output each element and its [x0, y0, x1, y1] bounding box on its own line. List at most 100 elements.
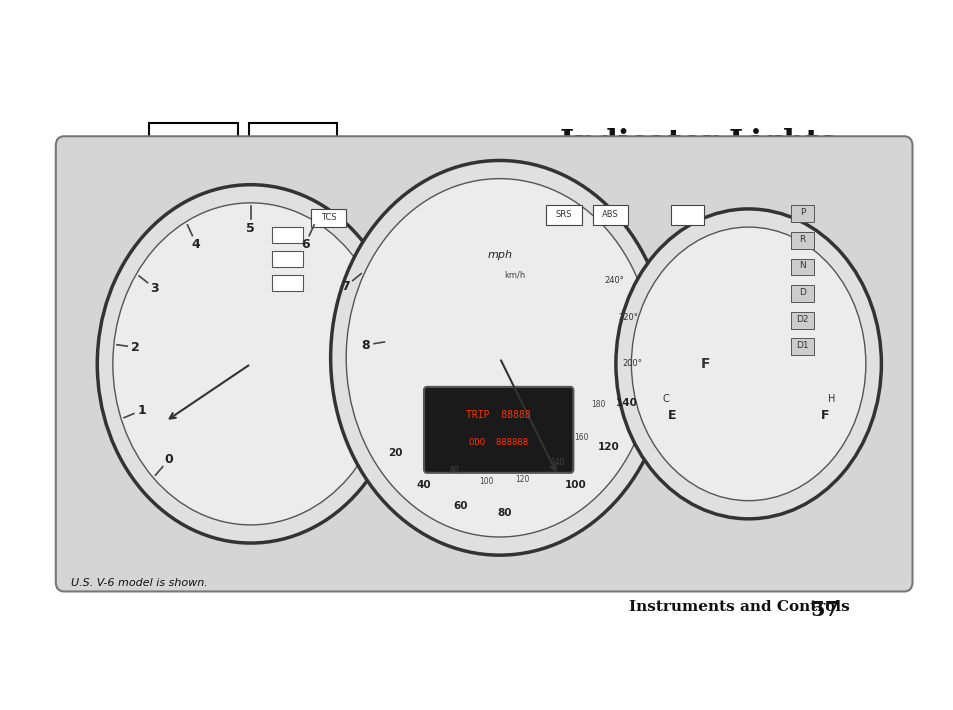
Text: mph: mph — [487, 250, 512, 260]
Text: 0: 0 — [164, 453, 172, 466]
Bar — [149, 184, 840, 547]
Text: (P. 58, 310): (P. 58, 310) — [300, 534, 364, 544]
Text: PARKING BRAKE AND BRAKE: PARKING BRAKE AND BRAKE — [551, 255, 710, 265]
Bar — [790, 339, 813, 356]
Text: 200°: 200° — [621, 359, 641, 368]
Text: 3: 3 — [150, 282, 158, 295]
Bar — [790, 232, 813, 249]
Text: (P. 60): (P. 60) — [210, 297, 245, 307]
Text: INDICATOR: INDICATOR — [180, 350, 242, 360]
Circle shape — [631, 227, 865, 501]
Text: INDICATOR LAMP: INDICATOR LAMP — [180, 403, 276, 413]
Text: 120: 120 — [597, 442, 618, 452]
Text: ABS: ABS — [601, 210, 618, 219]
Circle shape — [616, 209, 881, 519]
Text: CHARGING SYSTEM INDICATOR: CHARGING SYSTEM INDICATOR — [245, 523, 418, 532]
Text: REQUIRED: REQUIRED — [180, 339, 237, 349]
Bar — [593, 205, 628, 224]
Text: IMMOBILIZER SYSTEM INDICATOR: IMMOBILIZER SYSTEM INDICATOR — [227, 261, 415, 271]
Text: 4: 4 — [192, 238, 200, 251]
Bar — [272, 227, 302, 243]
Text: 160: 160 — [574, 434, 588, 442]
Text: (P. 58, 309): (P. 58, 309) — [327, 514, 391, 524]
Text: MALFUNCTION: MALFUNCTION — [180, 391, 262, 401]
Text: SEAT BELT REMINDER: SEAT BELT REMINDER — [612, 503, 732, 513]
Text: 220°: 220° — [618, 313, 638, 322]
Bar — [546, 205, 581, 224]
Text: P: P — [799, 208, 804, 217]
Text: 80: 80 — [449, 466, 459, 475]
Text: 8: 8 — [361, 339, 370, 351]
Circle shape — [331, 160, 668, 555]
Text: D1: D1 — [796, 342, 808, 350]
Bar — [790, 312, 813, 329]
Text: F: F — [820, 409, 828, 422]
Bar — [249, 124, 337, 153]
Bar — [311, 209, 346, 227]
Text: TRACTION CONTROL: TRACTION CONTROL — [210, 274, 324, 284]
Text: 120: 120 — [515, 475, 529, 484]
Text: (P. 62): (P. 62) — [363, 234, 399, 244]
Text: 1: 1 — [137, 404, 146, 417]
Text: LOW FUEL INDICATOR: LOW FUEL INDICATOR — [459, 503, 581, 513]
Text: N: N — [799, 261, 805, 271]
Text: SYSTEM INDICATOR: SYSTEM INDICATOR — [210, 285, 319, 295]
Text: (P. 59): (P. 59) — [303, 273, 338, 283]
FancyBboxPatch shape — [55, 136, 912, 591]
FancyBboxPatch shape — [423, 387, 573, 473]
Text: INDICATOR: INDICATOR — [748, 305, 809, 315]
Text: LOW OIL PRESSURE INDICATOR: LOW OIL PRESSURE INDICATOR — [273, 503, 446, 513]
Circle shape — [346, 179, 653, 537]
Text: 57: 57 — [810, 600, 839, 621]
Text: 80: 80 — [497, 508, 511, 518]
Text: 60: 60 — [454, 501, 468, 511]
Text: (P. 59): (P. 59) — [595, 254, 630, 264]
Text: Indicator Lights: Indicator Lights — [559, 128, 836, 159]
Text: 180: 180 — [591, 400, 605, 409]
Circle shape — [97, 185, 404, 543]
Text: 40: 40 — [416, 480, 431, 490]
Text: 6: 6 — [301, 238, 310, 251]
Bar — [790, 205, 813, 222]
Text: D2: D2 — [796, 315, 808, 324]
Text: F: F — [700, 357, 709, 371]
Text: SUPPLEMENTAL RESTRAINT SYSTEM INDICATOR: SUPPLEMENTAL RESTRAINT SYSTEM INDICATOR — [444, 222, 713, 232]
Text: 20: 20 — [388, 448, 402, 458]
Text: SYSTEM INDICATOR: SYSTEM INDICATOR — [576, 266, 685, 276]
Text: The U.S. instrument panel is shown. Differences for the Canadian models are note: The U.S. instrument panel is shown. Diff… — [167, 569, 874, 583]
Text: CRUISE CONTROL INDICATOR: CRUISE CONTROL INDICATOR — [253, 243, 416, 253]
Bar — [670, 205, 703, 224]
Text: (P. 62): (P. 62) — [317, 254, 353, 264]
Text: 2: 2 — [131, 341, 140, 354]
Text: D: D — [799, 288, 805, 297]
Text: R: R — [799, 235, 805, 244]
Text: 140: 140 — [550, 458, 564, 467]
Text: ANTI-LOCK BRAKE SYSTEM INDICATOR: ANTI-LOCK BRAKE SYSTEM INDICATOR — [505, 243, 720, 253]
Text: SIDE AIRBAG: SIDE AIRBAG — [742, 294, 815, 304]
Text: (P. 62): (P. 62) — [502, 514, 537, 524]
Text: 5: 5 — [246, 222, 254, 235]
Text: U.S. V-6 model is shown.: U.S. V-6 model is shown. — [71, 578, 208, 588]
Text: E: E — [667, 409, 676, 422]
Bar — [149, 124, 237, 153]
Bar — [272, 275, 302, 291]
Text: 100: 100 — [479, 477, 494, 486]
Text: HIGH BEAM INDICATOR: HIGH BEAM INDICATOR — [317, 222, 446, 232]
Text: MAINTENANCE: MAINTENANCE — [180, 327, 262, 337]
Text: (P. 60): (P. 60) — [560, 234, 597, 244]
Circle shape — [112, 203, 388, 525]
Text: 100: 100 — [564, 480, 586, 490]
Text: DOOR AND BRAKE LAMP MONITOR: DOOR AND BRAKE LAMP MONITOR — [453, 532, 645, 542]
Text: TCS: TCS — [320, 214, 336, 222]
Text: H: H — [827, 394, 834, 404]
Text: (P. 58): (P. 58) — [654, 525, 689, 535]
Text: ODO  888888: ODO 888888 — [469, 438, 528, 447]
Text: 140: 140 — [615, 398, 637, 408]
Bar — [272, 251, 302, 267]
Text: km/h: km/h — [504, 271, 525, 280]
Text: C: C — [661, 394, 668, 404]
Text: (P. 311): (P. 311) — [180, 415, 223, 425]
Text: (P. 60): (P. 60) — [760, 317, 797, 327]
Text: TRIP  88888: TRIP 88888 — [466, 410, 531, 420]
Text: (P. 65): (P. 65) — [180, 361, 216, 371]
